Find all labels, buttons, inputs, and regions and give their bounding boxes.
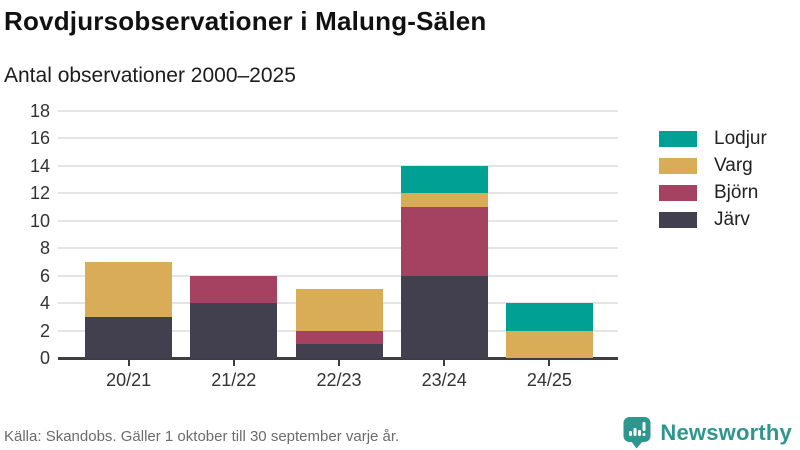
y-axis-tick-label: 12 (29, 183, 50, 204)
bar-segment-23-24-lodjur (400, 165, 488, 194)
gridline-y16 (58, 137, 618, 140)
x-axis-tick-label: 24/25 (526, 370, 572, 390)
newsworthy-icon (623, 417, 651, 449)
brand-logo: Newsworthy (622, 416, 792, 449)
bar-segment-21-22-järv (190, 303, 278, 358)
y-axis-tick-label: 0 (39, 348, 50, 368)
bar-segment-20-21-varg (85, 261, 173, 317)
bar-segment-22-23-varg (295, 289, 383, 331)
y-axis-tick-label: 16 (29, 128, 50, 149)
bar-segment-22-23-järv (295, 344, 383, 358)
gridline-y8 (58, 247, 618, 250)
brand-name: Newsworthy (660, 419, 792, 445)
gridline-y18 (58, 110, 618, 112)
y-axis-tick-label: 8 (39, 238, 50, 259)
bar-segment-23-24-järv (400, 275, 488, 358)
gridline-y10 (58, 219, 618, 222)
legend-item-järv: Järv (659, 209, 767, 230)
gridline-y12 (58, 192, 618, 195)
gridline-y14 (58, 164, 618, 167)
legend-item-varg: Varg (659, 155, 767, 176)
y-axis-tick-label: 14 (29, 155, 50, 176)
legend-item-björn: Björn (659, 182, 767, 203)
x-axis-tick (443, 360, 446, 366)
legend-label: Björn (714, 182, 759, 203)
y-axis-tick-label: 10 (29, 210, 50, 231)
y-axis-tick-label: 4 (39, 293, 50, 314)
chart-legend: Lodjur Varg Björn Järv (659, 128, 767, 239)
bar-segment-22-23-björn (295, 330, 383, 345)
bar-segment-21-22-björn (190, 275, 278, 304)
chart-subtitle: Antal observationer 2000–2025 (4, 64, 296, 87)
legend-swatch-björn (659, 185, 697, 201)
legend-label: Järv (714, 209, 750, 230)
source-note: Källa: Skandobs. Gäller 1 oktober till 3… (4, 428, 400, 445)
x-axis-tick (338, 360, 340, 366)
x-axis-tick-label: 20/21 (106, 370, 152, 390)
x-axis-tick-label: 22/23 (316, 370, 362, 390)
bar-segment-23-24-varg (400, 193, 488, 208)
x-axis-line (58, 357, 618, 360)
legend-swatch-lodjur (659, 131, 697, 147)
y-axis-tick-label: 18 (29, 101, 50, 121)
x-axis-tick-label: 21/22 (211, 370, 257, 390)
gridline-y6 (58, 274, 618, 277)
bar-segment-24-25-lodjur (505, 303, 593, 331)
legend-item-lodjur: Lodjur (659, 128, 767, 149)
x-axis-tick-label: 23/24 (421, 370, 467, 390)
y-axis-tick-label: 6 (39, 265, 50, 286)
legend-swatch-varg (659, 158, 697, 174)
bar-segment-20-21-järv (85, 316, 173, 358)
y-axis-tick-label: 2 (39, 320, 50, 341)
x-axis-tick (127, 360, 130, 366)
bar-segment-24-25-varg (505, 330, 593, 358)
legend-label: Varg (714, 155, 753, 176)
legend-label: Lodjur (714, 128, 767, 149)
bar-segment-23-24-björn (400, 207, 488, 276)
legend-swatch-järv (659, 212, 697, 228)
x-axis-tick (548, 360, 551, 366)
page-title: Rovdjursobservationer i Malung-Sälen (4, 6, 487, 36)
x-axis-tick (232, 360, 235, 366)
